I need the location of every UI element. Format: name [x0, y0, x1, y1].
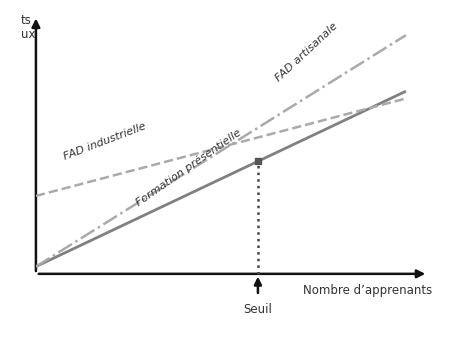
Text: FAD artisanale: FAD artisanale	[273, 21, 339, 84]
Text: ux: ux	[21, 28, 35, 41]
Text: Formation présentielle: Formation présentielle	[133, 127, 243, 208]
Text: FAD industrielle: FAD industrielle	[62, 121, 147, 162]
Text: Nombre d’apprenants: Nombre d’apprenants	[303, 284, 432, 297]
Text: Seuil: Seuil	[243, 303, 273, 316]
Text: ts: ts	[21, 14, 32, 27]
